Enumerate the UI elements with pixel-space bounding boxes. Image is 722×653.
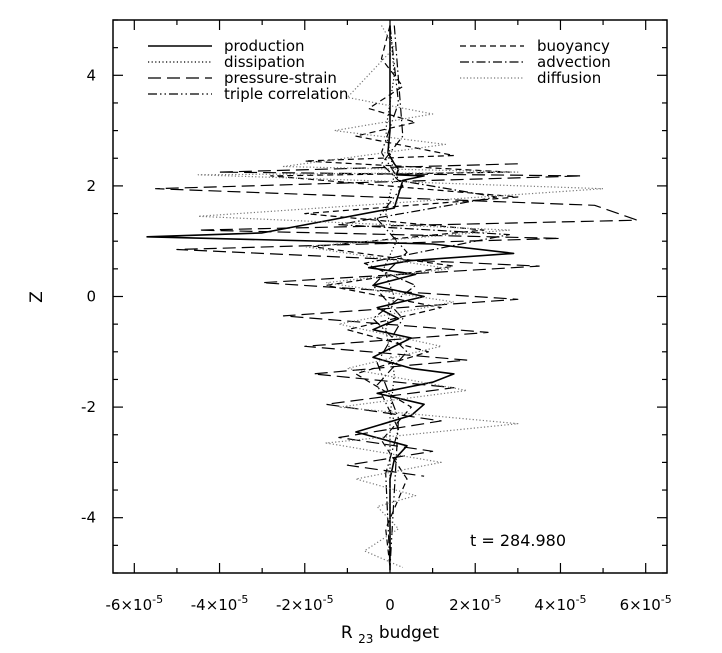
x-tick-label-exponent: -5 (661, 593, 672, 606)
x-tick-label-mantissa: -6×10 (106, 596, 153, 614)
legend-label-advection: advection (537, 53, 611, 71)
y-tick-label: 2 (86, 177, 96, 195)
x-tick-label-mantissa: -2×10 (276, 596, 323, 614)
legend-label-triple-correlation: triple correlation (224, 85, 348, 103)
x-tick-label-exponent: -5 (323, 593, 334, 606)
legend-label-dissipation: dissipation (224, 53, 305, 71)
x-tick-label-mantissa: 6×10 (620, 596, 661, 614)
axes-layer: -6×10-5 -4×10-5 -2×10-5 0 2×10-5 4×10-5 6×10-5… (81, 19, 672, 614)
x-tick-label-exponent: -5 (152, 593, 163, 606)
x-tick-label-exponent: -5 (490, 593, 501, 606)
y-tick-label: 4 (86, 66, 96, 84)
y-axis-title: Z (27, 291, 47, 303)
legend: productiondissipationpressure-straintrip… (148, 37, 611, 103)
y-tick-label: -4 (81, 509, 96, 527)
x-axis-title-main: R (341, 623, 353, 643)
x-axis-title: R 23 budget (341, 623, 440, 648)
series-line-pressure-strain (155, 163, 638, 477)
annotation-time: t = 284.980 (470, 531, 566, 550)
legend-label-diffusion: diffusion (537, 69, 601, 87)
x-tick-label: 0 (385, 596, 395, 614)
series-line-advection (338, 25, 510, 568)
x-tick-label: -2×10-5 (276, 593, 334, 614)
x-tick-label-exponent: -5 (237, 593, 248, 606)
series-line-production (146, 25, 515, 571)
x-tick-label: 6×10-5 (620, 593, 672, 614)
x-tick-label: 4×10-5 (534, 593, 586, 614)
x-axis-title-sub: 23 (358, 632, 373, 646)
legend-label-buoyancy: buoyancy (537, 37, 610, 55)
x-tick-label: -6×10-5 (106, 593, 164, 614)
legend-label-pressure-strain: pressure-strain (224, 69, 337, 87)
x-tick-label-mantissa: -4×10 (191, 596, 238, 614)
x-tick-label-mantissa: 4×10 (534, 596, 575, 614)
x-axis-title-rest: budget (379, 623, 440, 643)
series-layer (146, 25, 638, 571)
x-tick-label-mantissa: 2×10 (449, 596, 490, 614)
x-tick-label-exponent: -5 (576, 593, 587, 606)
x-tick-label: 2×10-5 (449, 593, 501, 614)
y-tick-label: 0 (86, 288, 96, 306)
x-tick-label: -4×10-5 (191, 593, 249, 614)
y-tick-label: -2 (81, 398, 96, 416)
series-line-buoyancy (270, 25, 519, 568)
x-tick-label-value: 0 (385, 596, 395, 614)
series-line-dissipation (383, 25, 397, 568)
legend-label-production: production (224, 37, 305, 55)
series-line-triple-correlation (372, 25, 408, 568)
